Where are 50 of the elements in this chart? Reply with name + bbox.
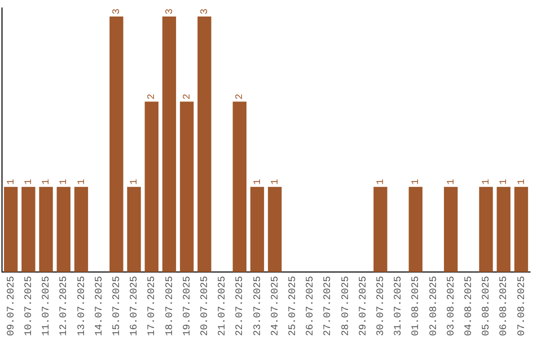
data-label: 1 (252, 178, 264, 185)
data-label: 1 (42, 178, 53, 185)
x-tick-label: 14.07.2025 (94, 276, 106, 336)
x-tick-label: 28.07.2025 (340, 276, 352, 336)
data-label: 3 (200, 8, 212, 15)
data-label: 3 (112, 8, 124, 15)
x-tick-label: 30.07.2025 (376, 276, 388, 336)
x-tick-label: 25.07.2025 (288, 276, 300, 336)
x-tick-label: 02.08.2025 (428, 276, 440, 336)
x-tick-label: 16.07.2025 (130, 276, 141, 336)
data-label: 2 (147, 94, 158, 100)
data-label: 1 (482, 178, 493, 185)
x-tick-label: 03.08.2025 (446, 276, 458, 336)
x-tick-label: 10.07.2025 (24, 276, 36, 336)
x-tick-label: 20.07.2025 (200, 276, 212, 336)
x-tick-label: 29.07.2025 (358, 276, 370, 336)
x-tick-label: 19.07.2025 (182, 276, 194, 336)
data-label: 2 (182, 94, 194, 100)
data-label: 1 (76, 178, 88, 185)
x-tick-label: 11.07.2025 (42, 276, 53, 336)
data-label: 1 (499, 178, 510, 185)
data-label: 1 (446, 178, 458, 185)
data-label: 2 (235, 94, 246, 100)
x-tick-label: 09.07.2025 (6, 276, 18, 336)
data-label: 1 (411, 178, 422, 185)
x-tick-label: 07.08.2025 (516, 276, 528, 336)
x-tick-label: 21.07.2025 (218, 276, 229, 336)
x-tick-label: 27.07.2025 (323, 276, 334, 336)
x-tick-label: 13.07.2025 (76, 276, 88, 336)
x-tick-label: 01.08.2025 (411, 276, 422, 336)
x-tick-label: 06.08.2025 (499, 276, 510, 336)
data-label: 1 (130, 178, 141, 185)
x-tick-label: 24.07.2025 (270, 276, 282, 336)
x-tick-label: 15.07.2025 (112, 276, 124, 336)
data-label: 3 (164, 8, 176, 15)
data-label: 1 (24, 178, 36, 185)
data-label: 1 (270, 178, 282, 185)
x-tick-label: 12.07.2025 (59, 276, 70, 336)
data-label: 1 (516, 178, 528, 185)
x-tick-label: 17.07.2025 (147, 276, 158, 336)
data-label: 1 (6, 178, 18, 185)
data-label: 1 (376, 178, 388, 185)
x-tick-label: 04.08.2025 (464, 276, 476, 336)
x-tick-label: 22.07.2025 (235, 276, 246, 336)
x-tick-label: 18.07.2025 (164, 276, 176, 336)
x-tick-label: 31.07.2025 (394, 276, 405, 336)
x-tick-label: 26.07.2025 (306, 276, 317, 336)
x-tick-label: 23.07.2025 (252, 276, 264, 336)
x-tick-label: 05.08.2025 (482, 276, 493, 336)
data-label: 1 (59, 178, 70, 185)
